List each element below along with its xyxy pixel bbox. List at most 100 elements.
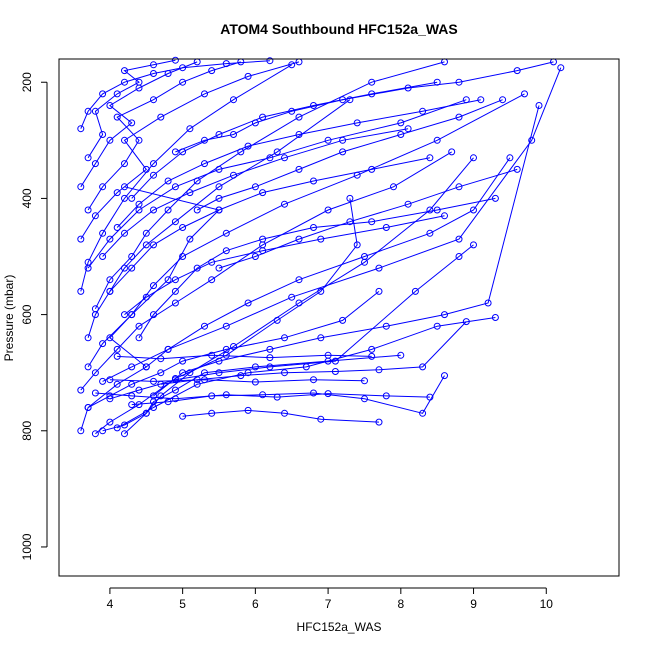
data-point (521, 90, 528, 98)
data-point (91, 107, 99, 115)
series-line (87, 291, 380, 408)
data-point (324, 351, 332, 359)
data-point (113, 90, 121, 98)
data-point (121, 78, 128, 86)
data-point (404, 125, 412, 133)
series-line (95, 198, 358, 435)
data-point (113, 424, 121, 432)
data-point (470, 154, 477, 162)
series-line (87, 59, 176, 159)
data-point (266, 345, 274, 353)
data-point (135, 322, 143, 330)
data-point (135, 386, 143, 394)
data-point (251, 378, 259, 386)
y-axis-label: Pressure (mbar) (2, 275, 16, 362)
data-point (121, 183, 128, 191)
data-point (433, 78, 441, 86)
data-point (368, 90, 376, 98)
data-point (121, 194, 128, 202)
data-point (281, 369, 288, 377)
data-point (135, 334, 143, 342)
data-point (295, 165, 303, 173)
data-point (484, 299, 492, 307)
data-point (368, 352, 376, 360)
data-point (150, 70, 157, 77)
data-point (84, 363, 92, 371)
data-point (251, 363, 259, 371)
data-point (441, 311, 448, 319)
data-point (186, 235, 194, 243)
data-point (259, 113, 267, 121)
data-point (142, 165, 150, 173)
data-point (113, 189, 121, 197)
series-line (182, 409, 380, 423)
data-point (295, 131, 303, 138)
data-point (419, 363, 427, 371)
data-point (179, 412, 187, 420)
data-point (273, 148, 281, 156)
data-point (77, 183, 85, 191)
data-point (179, 369, 187, 377)
data-point (121, 67, 128, 75)
series-line (124, 157, 474, 435)
data-point (201, 322, 208, 330)
data-point (353, 119, 361, 127)
chart-title: ATOM4 Southbound HFC152a_WAS (220, 21, 458, 37)
data-point (193, 380, 201, 388)
data-point (215, 369, 223, 377)
data-point (171, 183, 179, 191)
data-point (397, 119, 405, 127)
data-point (121, 136, 128, 144)
data-point (157, 355, 165, 363)
series-line (160, 321, 467, 385)
x-axis-label: HFC152a_WAS (297, 620, 382, 634)
data-point (491, 314, 499, 321)
data-point (281, 154, 288, 162)
data-point (433, 322, 441, 330)
data-point (222, 322, 230, 330)
data-point (150, 311, 157, 319)
series-line (153, 105, 540, 397)
data-point (244, 406, 252, 414)
data-point (150, 206, 157, 214)
data-point (361, 253, 368, 260)
data-point (339, 136, 347, 144)
series-11 (91, 58, 448, 313)
data-point (142, 363, 150, 371)
data-point (150, 171, 157, 179)
data-point (310, 389, 317, 397)
series-line (95, 392, 430, 400)
series-25 (91, 389, 434, 403)
data-point (179, 357, 187, 365)
data-point (404, 200, 412, 208)
data-point (121, 229, 128, 237)
data-point (339, 316, 347, 324)
data-point (310, 177, 317, 185)
data-point (164, 206, 172, 214)
data-point (215, 206, 223, 214)
data-point (99, 229, 107, 237)
y-tick-label: 400 (20, 188, 34, 208)
data-point (142, 293, 150, 301)
data-point (215, 183, 223, 191)
data-point (193, 206, 201, 214)
axes-layer: 4 5 6 7 8 9 10 200 400 600 800 1000 (20, 72, 553, 611)
series-29 (193, 96, 507, 214)
series-9 (84, 90, 528, 371)
data-point (150, 61, 157, 69)
data-point (121, 160, 128, 168)
data-point (113, 380, 121, 388)
data-point (368, 165, 376, 173)
data-point (208, 276, 216, 284)
data-point (339, 148, 347, 156)
data-point (150, 160, 157, 168)
data-point (491, 194, 499, 202)
data-point (186, 125, 194, 133)
data-point (208, 351, 216, 359)
series-24 (179, 406, 383, 426)
data-point (317, 235, 325, 243)
data-point (222, 229, 230, 237)
series-line (94, 61, 445, 310)
data-point (346, 194, 354, 202)
